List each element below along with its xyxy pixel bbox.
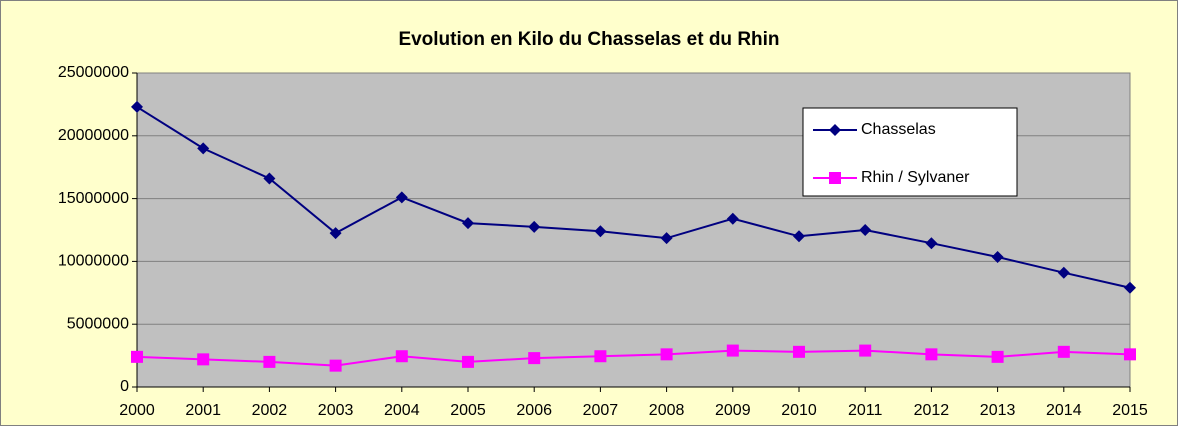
marker [829,172,841,184]
marker [793,230,805,243]
marker [594,225,607,238]
marker [263,355,276,368]
marker [991,350,1004,363]
legend-label: Chasselas [861,121,936,138]
marker [395,350,408,363]
marker [1124,348,1136,361]
y-tick-label: 15000000 [58,190,129,207]
marker [462,355,474,368]
x-tick-label: 2013 [980,402,1016,419]
marker [1124,281,1136,294]
marker [329,227,342,240]
x-tick-label: 2007 [583,402,619,419]
marker [1057,345,1070,358]
y-tick-label: 0 [120,378,129,395]
marker [660,348,673,361]
x-tick-label: 2004 [384,402,420,419]
x-tick-label: 2011 [848,402,883,419]
marker [594,350,607,363]
x-tick-label: 2012 [914,402,950,419]
marker [925,348,938,361]
chart-title: Evolution en Kilo du Chasselas et du Rhi… [398,29,779,50]
x-tick-label: 2015 [1112,402,1148,419]
marker [131,100,143,113]
y-tick-label: 25000000 [58,64,129,81]
marker [528,220,541,233]
x-tick-label: 2006 [516,402,552,419]
marker [991,251,1004,264]
y-tick-label: 5000000 [67,315,129,332]
marker [395,191,408,204]
x-tick-label: 2000 [119,402,155,419]
x-tick-label: 2005 [450,402,486,419]
marker [131,350,143,363]
x-tick-label: 2008 [649,402,685,419]
marker [726,212,739,225]
x-tick-label: 2009 [715,402,751,419]
marker [829,124,841,136]
marker [197,353,210,366]
marker [462,217,474,230]
legend-label: Rhin / Sylvaner [861,169,970,186]
marker [660,232,673,245]
marker [925,237,938,250]
y-tick-label: 10000000 [58,253,129,270]
marker [859,344,872,357]
marker [726,344,739,357]
x-tick-label: 2003 [318,402,354,419]
marker [1057,266,1070,279]
x-tick-label: 2014 [1046,402,1082,419]
marker [329,359,342,372]
x-tick-label: 2010 [781,402,817,419]
marker [263,172,276,185]
series-line [136,349,1131,367]
marker [528,352,541,365]
x-tick-label: 2001 [185,402,221,419]
marker [197,142,210,155]
series-line [136,106,1131,289]
y-tick-label: 20000000 [58,127,129,144]
x-tick-label: 2002 [252,402,288,419]
marker [859,224,872,236]
marker [793,345,805,358]
